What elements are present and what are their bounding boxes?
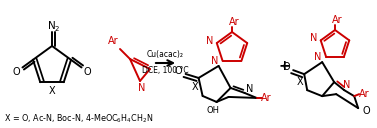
Text: Ar: Ar bbox=[261, 93, 272, 103]
Text: N: N bbox=[343, 80, 351, 90]
Text: X: X bbox=[191, 82, 198, 92]
Text: 2: 2 bbox=[55, 26, 59, 32]
Text: Ar: Ar bbox=[332, 15, 342, 25]
Text: OH: OH bbox=[206, 106, 219, 115]
Text: N: N bbox=[206, 36, 213, 46]
Text: O: O bbox=[282, 62, 290, 72]
Text: N: N bbox=[310, 33, 317, 43]
Text: X = O, Ac-N, Boc-N, 4-MeOC$_6$H$_4$CH$_2$N: X = O, Ac-N, Boc-N, 4-MeOC$_6$H$_4$CH$_2… bbox=[4, 113, 153, 125]
Text: DCE, 100 °C: DCE, 100 °C bbox=[142, 66, 188, 74]
Text: N: N bbox=[211, 56, 218, 66]
Text: O: O bbox=[13, 67, 21, 77]
Text: O: O bbox=[175, 66, 182, 76]
Text: Ar: Ar bbox=[359, 89, 369, 99]
Text: N: N bbox=[246, 84, 253, 94]
Text: Ar: Ar bbox=[229, 17, 239, 27]
Text: +: + bbox=[278, 59, 290, 73]
Text: O: O bbox=[83, 67, 91, 77]
Text: N: N bbox=[138, 83, 146, 93]
Text: O: O bbox=[362, 106, 370, 116]
Text: N: N bbox=[314, 52, 322, 62]
Text: Cu(acac)₂: Cu(acac)₂ bbox=[147, 51, 184, 60]
Text: X: X bbox=[49, 86, 55, 96]
Text: N: N bbox=[48, 21, 56, 31]
Text: X: X bbox=[296, 77, 303, 87]
Text: Ar: Ar bbox=[108, 36, 118, 46]
